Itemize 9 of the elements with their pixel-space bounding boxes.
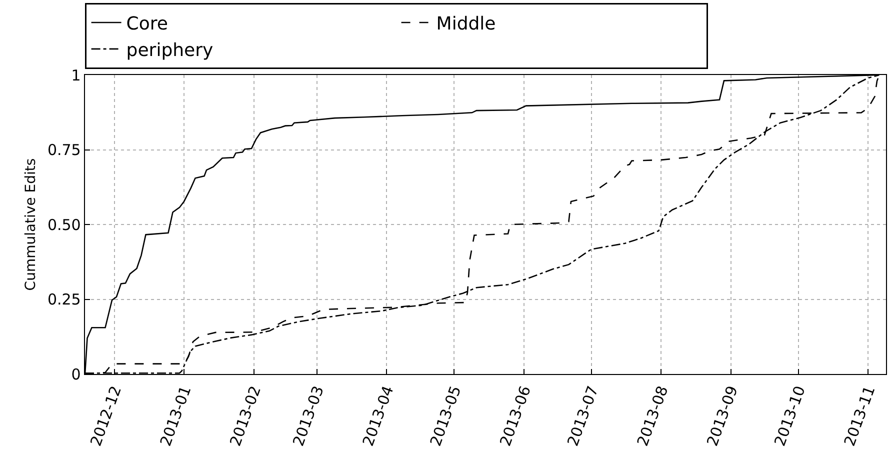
y-tick-label: 0.25 bbox=[47, 290, 81, 308]
y-tick-label: 0.50 bbox=[47, 216, 81, 234]
y-tick-label: 0.75 bbox=[47, 141, 81, 159]
y-tick-label: 1 bbox=[71, 66, 81, 84]
y-axis-title: Cummulative Edits bbox=[23, 158, 40, 291]
y-tick-label: 0 bbox=[71, 365, 81, 384]
legend-label: periphery bbox=[126, 40, 214, 61]
legend-label: Core bbox=[126, 14, 168, 35]
legend-label: Middle bbox=[436, 14, 496, 35]
